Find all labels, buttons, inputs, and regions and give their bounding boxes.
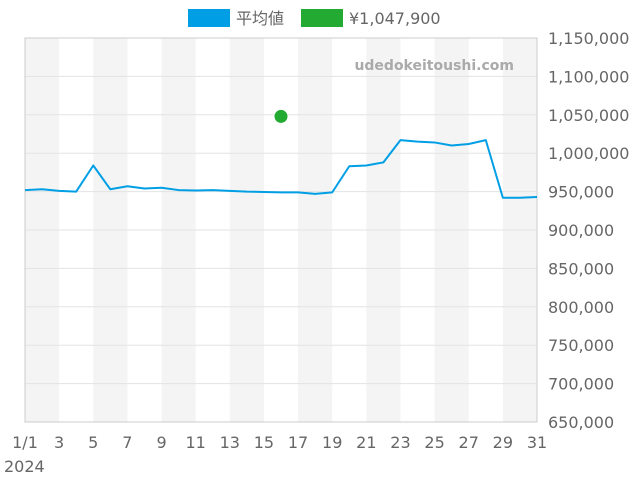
x-tick-label: 19 <box>322 433 342 452</box>
y-tick-label: 1,000,000 <box>548 144 629 163</box>
y-tick-label: 1,100,000 <box>548 67 629 86</box>
y-tick-label: 650,000 <box>548 413 614 432</box>
x-tick-label: 3 <box>54 433 64 452</box>
y-tick-label: 800,000 <box>548 298 614 317</box>
x-tick-label: 13 <box>220 433 240 452</box>
x-axis-year-label: 2024 <box>4 457 45 476</box>
x-tick-label: 11 <box>185 433 205 452</box>
y-tick-label: 1,050,000 <box>548 106 629 125</box>
legend-label: 平均値 <box>236 9 284 28</box>
x-tick-label: 29 <box>493 433 513 452</box>
x-tick-label: 5 <box>88 433 98 452</box>
x-tick-label: 7 <box>122 433 132 452</box>
watermark-text: udedokeitoushi.com <box>354 58 514 74</box>
series-line-average <box>24 139 538 199</box>
y-tick-label: 950,000 <box>548 183 614 202</box>
plot-area-border <box>24 37 538 423</box>
x-tick-label: 1/1 <box>12 433 38 452</box>
x-tick-label: 17 <box>288 433 308 452</box>
y-tick-label: 1,150,000 <box>548 29 629 48</box>
x-tick-label: 15 <box>254 433 274 452</box>
y-axis-labels: 650,000 700,000 750,000 800,000 850,000 900,0… <box>548 29 629 432</box>
legend-label: ¥1,047,900 <box>349 9 441 28</box>
y-tick-label: 700,000 <box>548 375 614 394</box>
x-tick-label: 23 <box>390 433 410 452</box>
highlight-price-point <box>274 109 288 123</box>
x-tick-label: 27 <box>459 433 479 452</box>
y-tick-label: 850,000 <box>548 259 614 278</box>
y-tick-label: 900,000 <box>548 221 614 240</box>
y-tick-label: 750,000 <box>548 336 614 355</box>
legend-swatch <box>188 9 230 27</box>
legend-swatch <box>301 9 343 27</box>
x-tick-label: 9 <box>156 433 166 452</box>
series-layer <box>24 109 538 199</box>
x-tick-label: 21 <box>356 433 376 452</box>
x-tick-label: 31 <box>527 433 547 452</box>
x-axis-labels: 1/1 3 5 7 9 11 13 15 17 19 21 23 25 27 29 31 <box>12 433 547 452</box>
x-tick-label: 25 <box>424 433 444 452</box>
legend: 平均値 ¥1,047,900 <box>188 9 441 28</box>
